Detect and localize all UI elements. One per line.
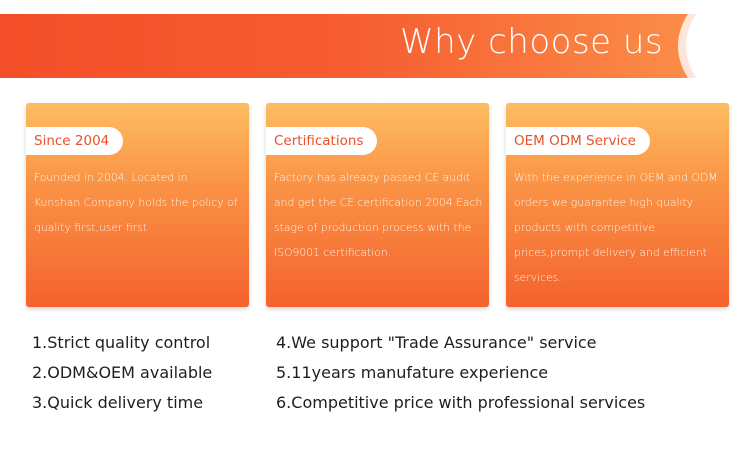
feature-item: 4.We support "Trade Assurance" service xyxy=(276,333,597,352)
card-title-tab: Since 2004 xyxy=(26,127,124,155)
feature-item: 3.Quick delivery time xyxy=(32,393,204,412)
page-title: Why choose us xyxy=(400,22,664,62)
header-banner: Why choose us xyxy=(0,14,750,78)
feature-item: 2.ODM&OEM available xyxy=(32,363,213,382)
card-title: OEM ODM Service xyxy=(514,133,636,149)
feature-item: 5.11years manufature experience xyxy=(276,363,549,382)
card-body-text: Factory has already passed CE audit and … xyxy=(274,171,483,259)
feature-list-left: 1.Strict quality control 2.ODM&OEM avail… xyxy=(32,328,212,418)
card-body-text: Founded in 2004. Located in Kunshan.Comp… xyxy=(34,171,238,234)
feature-item: 1.Strict quality control xyxy=(32,333,211,352)
card-certifications: Certifications Factory has already passe… xyxy=(266,103,489,307)
feature-item: 6.Competitive price with professional se… xyxy=(276,393,646,412)
card-title-tab: Certifications xyxy=(266,127,378,155)
card-oem-odm-service: OEM ODM Service With the experience in O… xyxy=(506,103,729,307)
feature-list-right: 4.We support "Trade Assurance" service 5… xyxy=(276,328,645,418)
card-since-2004: Since 2004 Founded in 2004. Located in K… xyxy=(26,103,249,307)
card-body-text: With the experience in OEM and ODM order… xyxy=(514,171,718,284)
card-title-tab: OEM ODM Service xyxy=(506,127,650,155)
card-title: Since 2004 xyxy=(34,133,110,149)
card-title: Certifications xyxy=(274,133,364,149)
banner-shape xyxy=(0,14,696,78)
